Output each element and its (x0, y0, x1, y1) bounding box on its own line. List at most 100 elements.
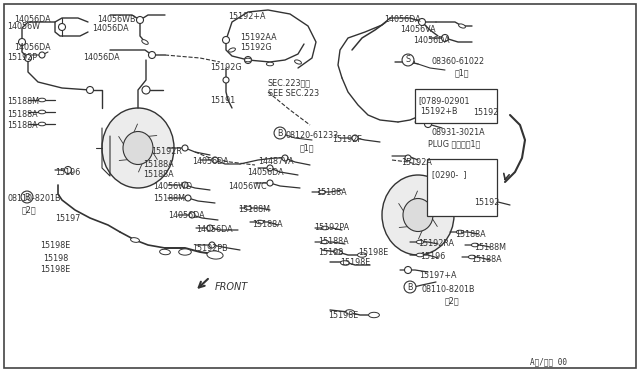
Ellipse shape (207, 251, 223, 259)
Ellipse shape (417, 253, 424, 257)
Circle shape (24, 55, 31, 61)
Circle shape (58, 23, 65, 31)
Ellipse shape (141, 40, 148, 44)
Text: 14056DA: 14056DA (413, 36, 450, 45)
Text: 15188A: 15188A (7, 110, 38, 119)
Text: 14056DA: 14056DA (83, 53, 120, 62)
Text: 14056DA: 14056DA (247, 168, 284, 177)
Text: FRONT: FRONT (215, 282, 248, 292)
Ellipse shape (244, 206, 252, 210)
Text: 14056VA: 14056VA (400, 25, 436, 34)
Text: 15198: 15198 (43, 254, 68, 263)
Text: 08931-3021A: 08931-3021A (432, 128, 486, 137)
Ellipse shape (38, 110, 45, 114)
Circle shape (419, 19, 426, 26)
Ellipse shape (406, 60, 415, 64)
Circle shape (86, 87, 93, 93)
Text: [0789-02901: [0789-02901 (418, 96, 470, 105)
Text: 15188A: 15188A (316, 188, 347, 197)
Ellipse shape (468, 255, 476, 259)
Ellipse shape (346, 310, 355, 314)
Circle shape (212, 157, 218, 163)
Ellipse shape (123, 131, 153, 164)
Text: 15198E: 15198E (40, 241, 70, 250)
Text: 14056WB: 14056WB (97, 15, 136, 24)
Text: （1）: （1） (455, 68, 470, 77)
Ellipse shape (294, 60, 301, 64)
Text: 08110-8201B: 08110-8201B (422, 285, 476, 294)
Text: 15188M: 15188M (238, 205, 270, 214)
Ellipse shape (131, 238, 140, 242)
Text: 15192A: 15192A (401, 158, 432, 167)
Circle shape (39, 52, 45, 58)
Circle shape (182, 145, 188, 151)
Text: （1）: （1） (300, 143, 314, 152)
Circle shape (223, 77, 229, 83)
Text: 14056DA: 14056DA (168, 211, 205, 220)
Circle shape (267, 180, 273, 186)
Circle shape (185, 195, 191, 201)
Text: 15198E: 15198E (40, 265, 70, 274)
Text: 15192AA: 15192AA (240, 33, 276, 42)
Text: S: S (405, 55, 411, 64)
Text: 14056DA: 14056DA (192, 157, 228, 166)
Ellipse shape (38, 98, 45, 102)
Text: B: B (24, 192, 29, 202)
Text: 15192PA: 15192PA (314, 223, 349, 232)
Ellipse shape (102, 108, 174, 188)
Ellipse shape (340, 261, 349, 265)
Text: 15196: 15196 (420, 252, 445, 261)
Ellipse shape (382, 175, 454, 255)
Text: 15188A: 15188A (143, 170, 173, 179)
Circle shape (426, 109, 433, 115)
Ellipse shape (321, 240, 328, 244)
Text: 15197: 15197 (55, 214, 81, 223)
Text: 15188M: 15188M (7, 97, 39, 106)
Circle shape (405, 155, 411, 161)
Circle shape (209, 242, 215, 248)
Ellipse shape (257, 220, 264, 224)
Circle shape (404, 266, 412, 273)
Text: 15188A: 15188A (143, 160, 173, 169)
Ellipse shape (472, 243, 479, 247)
Circle shape (244, 57, 252, 64)
Circle shape (207, 225, 213, 231)
Text: 15192R: 15192R (151, 147, 182, 156)
Text: 15192P: 15192P (7, 53, 37, 62)
Text: 14056DA: 14056DA (92, 24, 129, 33)
Text: 14056WC: 14056WC (228, 182, 267, 191)
Circle shape (142, 86, 150, 94)
Text: 15188A: 15188A (455, 230, 486, 239)
Text: 14056DA: 14056DA (14, 43, 51, 52)
Ellipse shape (38, 122, 45, 126)
Text: 15192: 15192 (473, 108, 499, 117)
Ellipse shape (244, 58, 252, 62)
Text: 15197+A: 15197+A (419, 271, 456, 280)
Text: 14056DA: 14056DA (384, 15, 420, 24)
Text: 15196: 15196 (55, 168, 80, 177)
Bar (427, 159, 497, 216)
Text: 15192RA: 15192RA (418, 239, 454, 248)
Text: 15198E: 15198E (328, 311, 358, 320)
Text: 15192G: 15192G (210, 63, 242, 72)
Text: 15188A: 15188A (252, 220, 283, 229)
Circle shape (277, 130, 283, 136)
Circle shape (223, 36, 230, 44)
Text: 08120-61233: 08120-61233 (285, 131, 338, 140)
Text: 08110-8201B: 08110-8201B (7, 194, 61, 203)
Text: B: B (277, 128, 283, 138)
Ellipse shape (159, 249, 170, 255)
Text: SEE SEC.223: SEE SEC.223 (268, 89, 319, 98)
Text: 15192: 15192 (474, 198, 499, 207)
Bar (415, 89, 497, 123)
Text: （2）: （2） (22, 205, 36, 214)
Text: 14056WD: 14056WD (153, 182, 192, 191)
Circle shape (182, 182, 188, 188)
Text: 15192+B: 15192+B (420, 107, 458, 116)
Text: 15191: 15191 (210, 96, 236, 105)
Ellipse shape (481, 198, 488, 202)
Circle shape (442, 35, 449, 42)
Ellipse shape (369, 312, 380, 318)
Text: 15198: 15198 (318, 248, 343, 257)
Text: B: B (407, 282, 413, 292)
